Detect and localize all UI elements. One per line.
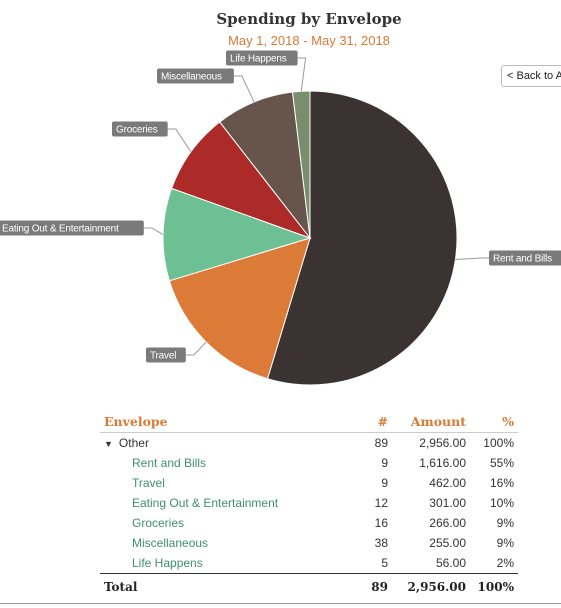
row-count: 5 (381, 556, 388, 570)
divider (0, 603, 561, 604)
pie-label: Eating Out & Entertainment (0, 220, 144, 236)
group-name: Other (118, 436, 149, 450)
envelope-name-link[interactable]: Miscellaneous (132, 536, 209, 550)
table-row[interactable]: Groceries 16 266.00 9% (100, 513, 518, 533)
pie-chart: Rent and Bills Travel Eating Out & Enterta… (0, 50, 561, 386)
row-percent: 9% (496, 516, 514, 530)
leader-line (297, 57, 307, 92)
row-count: 16 (374, 516, 388, 530)
row-amount: 266.00 (429, 516, 466, 530)
leader-line (233, 75, 255, 103)
envelope-name-link[interactable]: Travel (132, 476, 165, 490)
pie-label: Miscellaneous (157, 68, 234, 84)
leader-line (143, 227, 164, 235)
pie-label-text: Travel (150, 351, 176, 362)
table-row[interactable]: Miscellaneous 38 255.00 9% (100, 533, 518, 553)
group-row-other[interactable]: ▼ Other 89 2,956.00 100% (100, 433, 518, 454)
pie-label-background (226, 50, 298, 66)
total-row: Total 89 2,956.00 100% (100, 573, 518, 600)
pie-slice-life-happens[interactable] (291, 90, 311, 239)
envelope-name-link[interactable]: Life Happens (132, 556, 203, 570)
row-count: 9 (381, 476, 388, 490)
pie-label-background (0, 220, 144, 236)
header-amount[interactable]: Amount (392, 410, 470, 433)
row-amount: 1,616.00 (419, 456, 466, 470)
row-count: 38 (374, 536, 388, 550)
pie-label-text: Groceries (116, 125, 158, 136)
header-count[interactable]: # (354, 410, 392, 433)
group-percent: 100% (483, 436, 514, 450)
header-percent[interactable]: % (470, 410, 518, 433)
group-count: 89 (374, 436, 388, 450)
back-to-all-button[interactable]: < Back to All (501, 65, 561, 87)
row-count: 12 (374, 496, 388, 510)
pie-label: Travel (146, 347, 186, 363)
pie-slice-eating-out-entertainment[interactable] (162, 187, 312, 282)
header-envelope[interactable]: Envelope (100, 410, 354, 433)
row-percent: 2% (496, 556, 514, 570)
row-amount: 255.00 (429, 536, 466, 550)
pie-slice-groceries[interactable] (170, 121, 312, 240)
table-row[interactable]: Life Happens 5 56.00 2% (100, 553, 518, 574)
pie-label-background (489, 250, 561, 266)
group-name-cell: ▼ Other (100, 433, 354, 454)
row-count: 9 (381, 456, 388, 470)
pie-label: Life Happens (226, 50, 298, 66)
row-percent: 16% (489, 476, 514, 490)
chart-subtitle: May 1, 2018 - May 31, 2018 (228, 33, 390, 48)
pie-label-background (112, 121, 168, 137)
envelope-name-link[interactable]: Eating Out & Entertainment (132, 496, 279, 510)
pie-labels: Rent and Bills Travel Eating Out & Enterta… (0, 50, 561, 363)
pie-label: Rent and Bills (489, 250, 561, 266)
total-percent: 100% (470, 573, 518, 600)
pie-label-background (157, 68, 234, 84)
table-row[interactable]: Rent and Bills 9 1,616.00 55% (100, 453, 518, 473)
table-header-row: Envelope # Amount % (100, 410, 518, 433)
row-amount: 462.00 (429, 476, 466, 490)
leader-line (167, 128, 192, 153)
total-count: 89 (354, 573, 392, 600)
pie-label: Groceries (112, 121, 168, 137)
total-label: Total (100, 573, 354, 600)
envelope-table: Envelope # Amount % ▼ Other 89 2,956.00 1… (100, 410, 518, 600)
pie-slice-travel[interactable] (168, 237, 311, 380)
pie-label-text: Miscellaneous (161, 72, 222, 83)
chart-title: Spending by Envelope (216, 10, 402, 28)
pie-slices (162, 90, 458, 386)
pie-leader-lines (143, 57, 489, 356)
total-amount: 2,956.00 (392, 573, 470, 600)
table-row[interactable]: Eating Out & Entertainment 12 301.00 10% (100, 493, 518, 513)
row-percent: 55% (489, 456, 514, 470)
row-percent: 10% (489, 496, 514, 510)
envelope-name-link[interactable]: Rent and Bills (132, 456, 207, 470)
group-amount: 2,956.00 (419, 436, 466, 450)
row-percent: 9% (496, 536, 514, 550)
table-row[interactable]: Travel 9 462.00 16% (100, 473, 518, 493)
pie-label-text: Life Happens (230, 54, 287, 65)
row-amount: 301.00 (429, 496, 466, 510)
caret-down-icon[interactable]: ▼ (104, 439, 113, 449)
row-amount: 56.00 (435, 556, 466, 570)
pie-label-text: Rent and Bills (493, 254, 552, 265)
pie-label-background (146, 347, 186, 363)
leader-line (455, 257, 489, 260)
leader-line (185, 341, 207, 356)
envelope-name-link[interactable]: Groceries (132, 516, 185, 530)
pie-label-text: Eating Out & Entertainment (2, 224, 119, 235)
